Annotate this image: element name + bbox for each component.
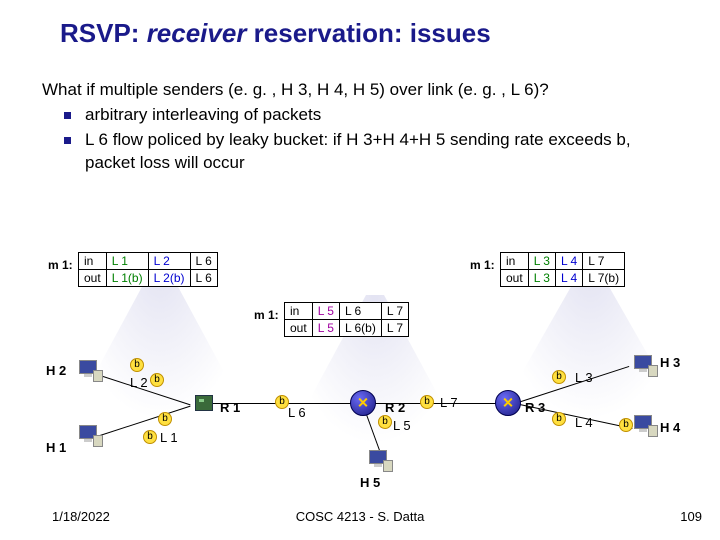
bullet-2: L 6 flow policed by leaky bucket: if H 3…: [42, 129, 680, 175]
m1-label-right: m 1:: [470, 258, 495, 272]
table-right: in L 3 L 4 L 7 out L 3 L 4 L 7(b): [500, 252, 625, 287]
cell: L 7: [381, 303, 408, 320]
body-text: What if multiple senders (e. g. , H 3, H…: [0, 49, 720, 175]
link-label: L 3: [575, 370, 593, 385]
router-x-icon: ✕: [357, 395, 369, 412]
table-row: out L 5 L 6(b) L 7: [285, 320, 409, 337]
host-h3: [630, 355, 658, 377]
host-h2: [75, 360, 103, 382]
bullet-icon: [64, 137, 71, 144]
cell: L 7: [583, 253, 625, 270]
bucket-badge: b: [143, 430, 157, 444]
link-label: L 4: [575, 415, 593, 430]
router-label: R 1: [220, 400, 240, 415]
cell: L 6: [190, 253, 217, 270]
row-header: out: [501, 270, 529, 287]
cell: L 6: [190, 270, 217, 287]
m1-label-left: m 1:: [48, 258, 73, 272]
host-h1: [75, 425, 103, 447]
router-x-icon: ✕: [502, 395, 514, 412]
host-label: H 5: [360, 475, 380, 490]
table-left: in L 1 L 2 L 6 out L 1(b) L 2(b) L 6: [78, 252, 218, 287]
row-header: in: [285, 303, 313, 320]
cell: L 5: [312, 303, 339, 320]
cell: L 1: [106, 253, 148, 270]
cell: L 5: [312, 320, 339, 337]
multicast-cone: [495, 270, 685, 420]
router-r2: ✕: [350, 390, 376, 416]
link-label: L 6: [288, 405, 306, 420]
network-diagram: m 1: in L 1 L 2 L 6 out L 1(b) L 2(b) L …: [0, 240, 720, 500]
footer-date: 1/18/2022: [52, 509, 110, 524]
table-mid: in L 5 L 6 L 7 out L 5 L 6(b) L 7: [284, 302, 409, 337]
host-label: H 3: [660, 355, 680, 370]
bullet-2-text: L 6 flow policed by leaky bucket: if H 3…: [85, 129, 680, 175]
bullet-1-text: arbitrary interleaving of packets: [85, 104, 321, 127]
cell: L 4: [555, 270, 582, 287]
row-header: in: [79, 253, 107, 270]
table-row: in L 1 L 2 L 6: [79, 253, 218, 270]
bucket-badge: b: [420, 395, 434, 409]
row-header: in: [501, 253, 529, 270]
bucket-badge: b: [378, 415, 392, 429]
cell: L 7(b): [583, 270, 625, 287]
title-post: reservation: issues: [246, 18, 490, 48]
slide-title: RSVP: receiver reservation: issues: [0, 0, 720, 49]
host-label: H 2: [46, 363, 66, 378]
bucket-badge: b: [552, 370, 566, 384]
cell: L 6: [339, 303, 381, 320]
router-r3: ✕: [495, 390, 521, 416]
title-italic: receiver: [147, 18, 247, 48]
router-label: R 2: [385, 400, 405, 415]
table-row: out L 1(b) L 2(b) L 6: [79, 270, 218, 287]
bucket-badge: b: [275, 395, 289, 409]
host-h5: [365, 450, 393, 472]
table-row: out L 3 L 4 L 7(b): [501, 270, 625, 287]
bucket-badge: b: [150, 373, 164, 387]
footer-course: COSC 4213 - S. Datta: [296, 509, 425, 524]
bucket-badge: b: [130, 358, 144, 372]
cell: L 2(b): [148, 270, 190, 287]
cell: L 3: [528, 253, 555, 270]
question-line: What if multiple senders (e. g. , H 3, H…: [42, 79, 680, 102]
m1-label-mid: m 1:: [254, 308, 279, 322]
link-label: L 1: [160, 430, 178, 445]
table-row: in L 3 L 4 L 7: [501, 253, 625, 270]
row-header: out: [285, 320, 313, 337]
link-label: L 7: [440, 395, 458, 410]
router-label: R 3: [525, 400, 545, 415]
bucket-badge: b: [552, 412, 566, 426]
multicast-cone: [70, 270, 250, 420]
bucket-badge: b: [158, 412, 172, 426]
cell: L 1(b): [106, 270, 148, 287]
footer-page: 109: [680, 509, 702, 524]
link-label: L 5: [393, 418, 411, 433]
host-label: H 4: [660, 420, 680, 435]
cell: L 7: [381, 320, 408, 337]
bullet-icon: [64, 112, 71, 119]
host-h4: [630, 415, 658, 437]
cell: L 4: [555, 253, 582, 270]
bullet-1: arbitrary interleaving of packets: [42, 104, 680, 127]
cell: L 3: [528, 270, 555, 287]
cell: L 2: [148, 253, 190, 270]
cell: L 6(b): [339, 320, 381, 337]
row-header: out: [79, 270, 107, 287]
host-label: H 1: [46, 440, 66, 455]
bucket-badge: b: [619, 418, 633, 432]
link-label: L 2: [130, 375, 148, 390]
title-pre: RSVP:: [60, 18, 147, 48]
table-row: in L 5 L 6 L 7: [285, 303, 409, 320]
router-r1: [195, 395, 213, 411]
